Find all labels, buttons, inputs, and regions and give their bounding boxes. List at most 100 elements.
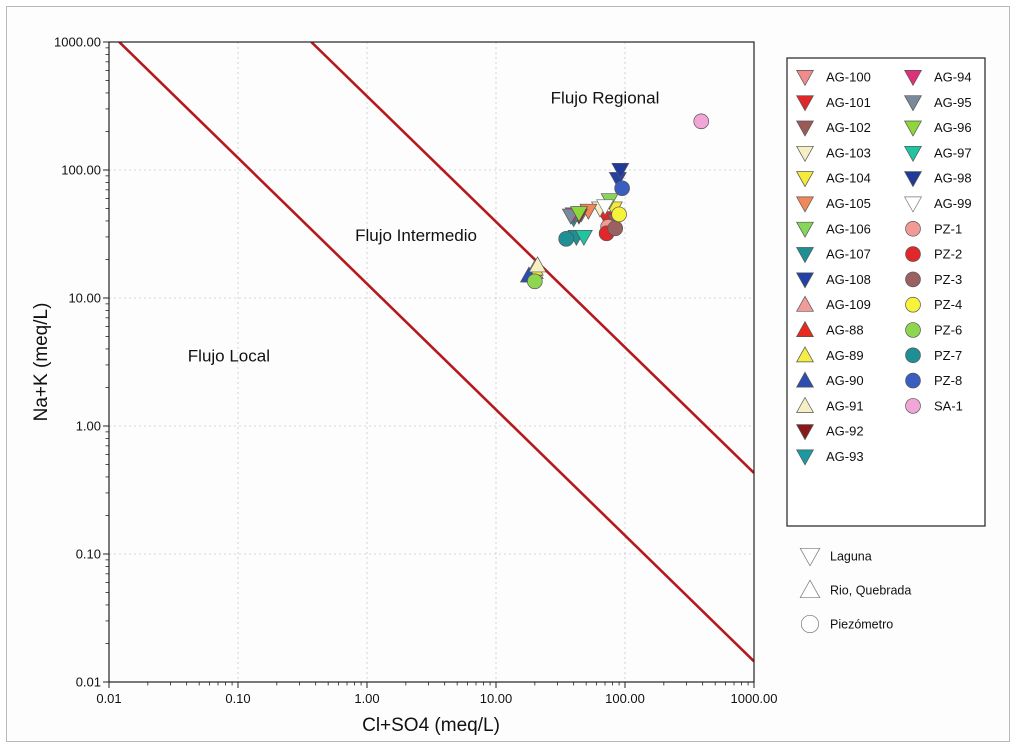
x-tick-label: 100.00 xyxy=(605,691,645,706)
legend-label-ag-100: AG-100 xyxy=(826,70,871,85)
legend-marker-ag-106 xyxy=(796,221,814,238)
axis-ticks: 0.01 0.10 1.00 10.00 100.00 1000.00 0.01 0.10 1.… xyxy=(54,35,778,707)
legend-label-pz-8: PZ-8 xyxy=(934,373,962,388)
legend-marker-ag-101 xyxy=(796,95,814,112)
region-label-1: Flujo Regional xyxy=(551,89,660,108)
legend-marker-ag-98 xyxy=(904,171,922,188)
y-tick-label: 10.00 xyxy=(68,291,101,306)
legend-label-ag-91: AG-91 xyxy=(826,398,864,413)
key-marker-up xyxy=(799,579,821,599)
legend-marker-ag-108 xyxy=(796,272,814,289)
y-axis-label: Na+K (meq/L) xyxy=(31,303,52,422)
y-tick-label: 1.00 xyxy=(76,419,101,434)
legend-label-pz-2: PZ-2 xyxy=(934,247,962,262)
legend-label-ag-105: AG-105 xyxy=(826,196,871,211)
legend-marker-ag-90 xyxy=(796,371,814,388)
legend-marker-ag-109 xyxy=(796,295,814,312)
key-marker-circle xyxy=(800,614,820,634)
legend-label-ag-101: AG-101 xyxy=(826,95,871,110)
legend-marker-ag-92 xyxy=(796,424,814,441)
point-pz-7 xyxy=(558,231,574,247)
legend-marker-ag-107 xyxy=(796,247,814,264)
legend-box xyxy=(786,57,986,527)
plot-area-border xyxy=(108,41,755,683)
x-tick-label: 1000.00 xyxy=(731,691,778,706)
legend-marker-ag-102 xyxy=(796,120,814,137)
y-tick-label: 1000.00 xyxy=(54,35,101,50)
point-ag-98 xyxy=(611,163,630,180)
y-tick-label: 100.00 xyxy=(61,163,101,178)
x-tick-label: 0.10 xyxy=(225,691,250,706)
region-label-2: Flujo Intermedio xyxy=(355,226,477,245)
legend-marker-ag-100 xyxy=(796,70,814,87)
region-label-3: Flujo Local xyxy=(188,346,270,365)
boundary-lines xyxy=(118,42,754,663)
legend-marker-pz-2 xyxy=(905,246,921,262)
legend-label-ag-109: AG-109 xyxy=(826,297,871,312)
legend-marker-pz-6 xyxy=(905,322,921,338)
boundary-line-2 xyxy=(310,42,754,474)
legend-marker-ag-89 xyxy=(796,346,814,363)
region-annotations: Flujo Regional Flujo Intermedio Flujo Loca… xyxy=(188,89,660,366)
legend-marker-ag-96 xyxy=(904,120,922,137)
key-label-2: Rio, Quebrada xyxy=(830,584,911,598)
legend-label-ag-88: AG-88 xyxy=(826,323,864,338)
legend-label-ag-104: AG-104 xyxy=(826,171,871,186)
legend-label-ag-93: AG-93 xyxy=(826,449,864,464)
x-axis-label: Cl+SO4 (meq/L) xyxy=(362,715,500,736)
legend-label-pz-3: PZ-3 xyxy=(934,272,962,287)
legend-label-sa-1: SA-1 xyxy=(934,398,963,413)
legend-label-pz-7: PZ-7 xyxy=(934,348,962,363)
legend-label-ag-98: AG-98 xyxy=(934,171,972,186)
legend-marker-ag-93 xyxy=(796,449,814,466)
x-tick-label: 1.00 xyxy=(354,691,379,706)
legend-label-pz-6: PZ-6 xyxy=(934,323,962,338)
boundary-line-1 xyxy=(118,42,754,663)
y-tick-label: 0.01 xyxy=(76,675,101,690)
legend-marker-pz-7 xyxy=(905,347,921,364)
x-tick-label: 0.01 xyxy=(96,691,121,706)
data-points xyxy=(519,113,710,290)
legend-label-ag-92: AG-92 xyxy=(826,424,864,439)
point-ag-96 xyxy=(570,206,589,223)
legend-label-ag-107: AG-107 xyxy=(826,247,871,262)
legend-marker-pz-8 xyxy=(905,372,921,389)
grid-lines xyxy=(109,42,754,682)
legend-marker-pz-1 xyxy=(905,221,921,237)
legend-marker-pz-3 xyxy=(905,271,921,288)
legend-label-ag-95: AG-95 xyxy=(934,95,972,110)
legend-label-ag-106: AG-106 xyxy=(826,221,871,236)
symbol-key: Laguna Rio, Quebrada Piezómetro xyxy=(799,547,911,634)
legend-marker-pz-4 xyxy=(905,296,921,313)
point-pz-4 xyxy=(611,206,627,223)
legend-label-ag-89: AG-89 xyxy=(826,348,864,363)
legend-label-ag-96: AG-96 xyxy=(934,120,972,135)
legend-marker-ag-91 xyxy=(796,396,814,413)
x-tick-label: 10.00 xyxy=(480,691,513,706)
y-tick-label: 0.10 xyxy=(76,547,101,562)
point-ag-97 xyxy=(574,229,593,247)
legend-marker-ag-95 xyxy=(904,95,922,112)
legend-marker-ag-97 xyxy=(904,145,922,163)
legend-label-pz-4: PZ-4 xyxy=(934,297,962,312)
legend-marker-ag-105 xyxy=(796,196,814,213)
legend-label-ag-97: AG-97 xyxy=(934,145,972,160)
legend-marker-ag-88 xyxy=(796,320,814,337)
legend-label-ag-103: AG-103 xyxy=(826,145,871,160)
legend-marker-ag-94 xyxy=(904,70,922,87)
point-sa-1 xyxy=(693,113,710,130)
legend-label-pz-1: PZ-1 xyxy=(934,221,962,236)
legend-marker-ag-103 xyxy=(796,145,814,163)
point-pz-3 xyxy=(607,220,624,237)
point-ag-99 xyxy=(596,199,615,216)
point-pz-8 xyxy=(614,180,630,197)
legend-label-ag-90: AG-90 xyxy=(826,373,864,388)
key-label-3: Piezómetro xyxy=(830,618,893,632)
point-ag-91 xyxy=(528,256,547,273)
legend-marker-sa-1 xyxy=(905,398,921,414)
legend: AG-100 AG-101 AG-102 AG-103 AG-104 AG-105 AG-1… xyxy=(796,70,972,466)
point-pz-6 xyxy=(527,273,543,290)
legend-label-ag-108: AG-108 xyxy=(826,272,871,287)
legend-marker-ag-99 xyxy=(904,196,922,213)
